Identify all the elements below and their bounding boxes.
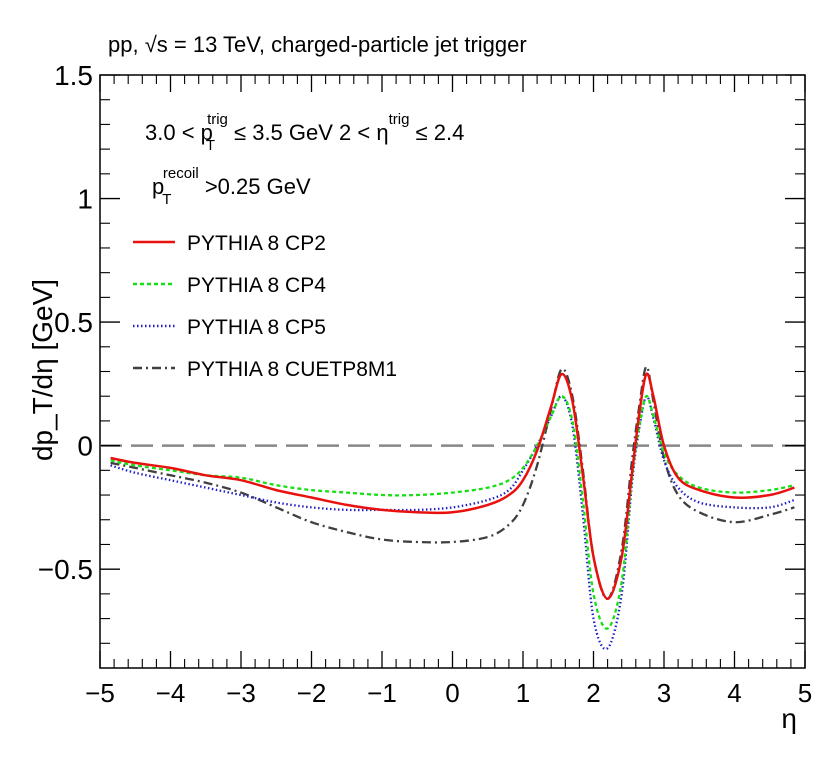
x-tick-label: −4: [156, 678, 186, 708]
y-tick-label: 1: [77, 184, 93, 215]
legend-label: PYTHIA 8 CP5: [187, 316, 326, 339]
y-tick-label: 0: [77, 431, 93, 462]
y-tick-label: −0.5: [38, 554, 93, 585]
legend-label: PYTHIA 8 CP2: [187, 232, 326, 255]
legend-label: PYTHIA 8 CP4: [187, 274, 326, 297]
annotation-trigger-range: 3.0 < p Ttrig ≤ 3.5 GeV 2 < ηtrig ≤ 2.4: [145, 111, 464, 154]
x-tick-label: 4: [727, 678, 741, 708]
x-tick-label: 5: [798, 678, 812, 708]
x-tick-label: 3: [657, 678, 671, 708]
svg-text:dp_T/dη [GeV]: dp_T/dη [GeV]: [27, 279, 58, 461]
series-line-pythia-8-cp5: [110, 395, 795, 651]
x-tick-label: 0: [445, 678, 459, 708]
chart-header: pp, √s = 13 TeV, charged-particle jet tr…: [108, 32, 527, 57]
x-tick-label: −2: [297, 678, 327, 708]
series-line-pythia-8-cuetp8m1: [110, 365, 795, 600]
series-line-pythia-8-cp2: [110, 372, 795, 601]
y-tick-label: 0.5: [54, 307, 93, 338]
y-tick-label: 1.5: [54, 60, 93, 91]
series-line-pythia-8-cp4: [110, 395, 795, 630]
x-tick-label: −1: [367, 678, 397, 708]
y-axis-label: dp_T/dη [GeV]: [27, 279, 58, 461]
curves-layer: [110, 365, 795, 651]
x-axis-label: η: [781, 703, 797, 734]
x-tick-label: −5: [85, 678, 115, 708]
axes-layer: −5 −4 −3 −2 −1 0 1 2 3 4 5 −0.5 0 0.5 1 1.5: [38, 60, 813, 708]
annotation-recoil-cut: p Trecoil >0.25 GeV: [152, 165, 311, 208]
x-tick-label: −3: [226, 678, 256, 708]
legend: PYTHIA 8 CP2 PYTHIA 8 CP4 PYTHIA 8 CP5 PYTH…: [133, 232, 397, 381]
x-tick-label: 1: [516, 678, 530, 708]
x-tick-label: 2: [586, 678, 600, 708]
legend-label: PYTHIA 8 CUETP8M1: [187, 358, 397, 381]
